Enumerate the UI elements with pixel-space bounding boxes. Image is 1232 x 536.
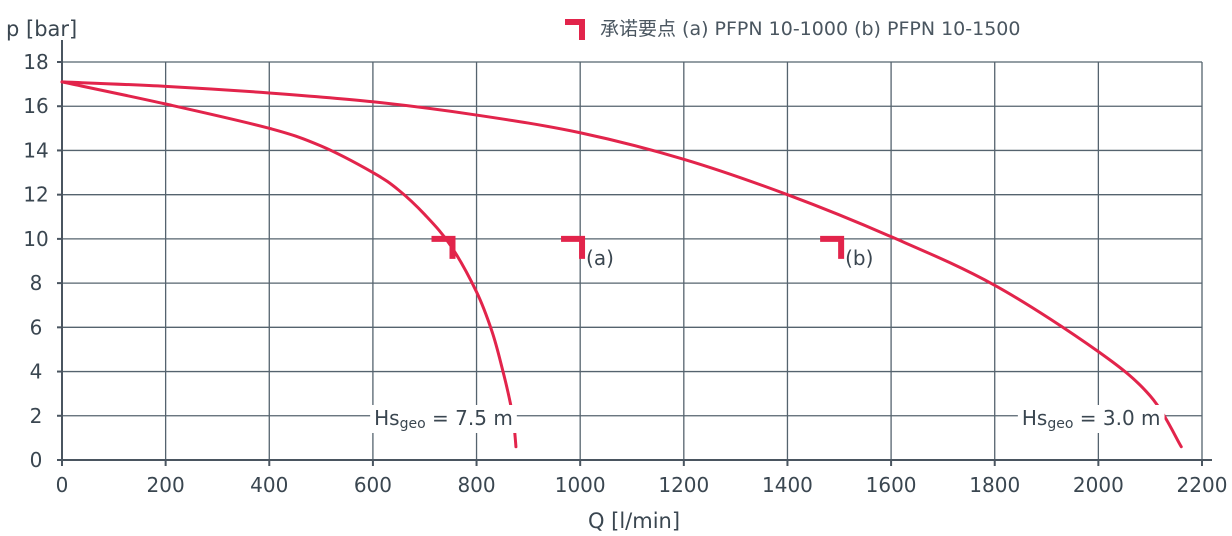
annotation-background bbox=[370, 404, 517, 433]
x-tick-label: 200 bbox=[147, 473, 185, 497]
y-tick-label: 0 bbox=[30, 448, 43, 472]
legend: 承诺要点 (a) PFPN 10-1000 (b) PFPN 10-1500 bbox=[565, 18, 1020, 40]
corner-marker-icon bbox=[561, 235, 586, 259]
annotation-subscript: geo bbox=[400, 416, 426, 432]
x-tick-labels: 0 200 400 600 800 1000 1200 1400 1600 1800 2000 220… bbox=[56, 473, 1228, 497]
x-tick-label: 1400 bbox=[762, 473, 813, 497]
annotation-label: Hsgeo = 3.0 m bbox=[1022, 406, 1161, 432]
y-tick-label: 6 bbox=[30, 315, 43, 339]
hsgeo-annotation: Hsgeo = 3.0 m bbox=[1017, 404, 1165, 433]
operating-point-marker: (b) bbox=[820, 235, 873, 270]
y-tick-label: 4 bbox=[30, 360, 43, 384]
annotation-subscript: geo bbox=[1047, 416, 1073, 432]
y-tick-label: 16 bbox=[23, 94, 48, 118]
y-tick-label: 14 bbox=[23, 138, 48, 162]
x-tick-label: 1000 bbox=[555, 473, 606, 497]
y-tick-label: 8 bbox=[30, 271, 43, 295]
legend-text: 承诺要点 (a) PFPN 10-1000 (b) PFPN 10-1500 bbox=[600, 18, 1020, 40]
y-tick-labels: 0 2 4 6 8 10 12 14 16 18 bbox=[23, 50, 48, 472]
y-tick-label: 10 bbox=[23, 227, 48, 251]
annotation-tail: = 7.5 m bbox=[426, 406, 513, 430]
y-tick-label: 18 bbox=[23, 50, 48, 74]
x-tick-label: 2000 bbox=[1073, 473, 1124, 497]
operating-point-markers: (a) (b) bbox=[431, 235, 873, 270]
operating-point-marker: (a) bbox=[561, 235, 614, 270]
x-tick-label: 1600 bbox=[866, 473, 917, 497]
x-tick-label: 1200 bbox=[658, 473, 709, 497]
marker-label: (a) bbox=[586, 246, 614, 270]
x-tick-label: 1800 bbox=[969, 473, 1020, 497]
curve-annotations: Hsgeo = 7.5 m Hsgeo = 3.0 m bbox=[370, 404, 1165, 433]
annotation-tail: = 3.0 m bbox=[1073, 406, 1160, 430]
y-tick-label: 12 bbox=[23, 183, 48, 207]
annotation-base: Hs bbox=[1022, 406, 1047, 430]
pump-curve-line bbox=[60, 80, 1183, 449]
hsgeo-annotation: Hsgeo = 7.5 m bbox=[370, 404, 517, 433]
legend-marker-icon bbox=[565, 19, 585, 40]
pump-curve-line bbox=[60, 80, 518, 449]
x-tick-label: 0 bbox=[56, 473, 69, 497]
gridlines bbox=[62, 61, 1203, 460]
corner-marker-icon bbox=[431, 235, 456, 259]
x-tick-label: 400 bbox=[250, 473, 288, 497]
annotation-label: Hsgeo = 7.5 m bbox=[374, 406, 513, 432]
corner-marker-icon bbox=[820, 235, 845, 259]
x-axis-label: Q [l/min] bbox=[588, 509, 680, 533]
annotation-base: Hs bbox=[374, 406, 399, 430]
x-tick-label: 800 bbox=[457, 473, 495, 497]
x-tick-label: 2200 bbox=[1177, 473, 1228, 497]
annotation-background bbox=[1017, 404, 1165, 433]
curves bbox=[60, 80, 1183, 449]
marker-label: (b) bbox=[845, 246, 873, 270]
y-tick-label: 2 bbox=[30, 404, 43, 428]
x-tick-label: 600 bbox=[354, 473, 392, 497]
operating-point-marker bbox=[431, 235, 456, 259]
axes bbox=[57, 40, 1212, 466]
y-axis-label: p [bar] bbox=[6, 17, 77, 41]
